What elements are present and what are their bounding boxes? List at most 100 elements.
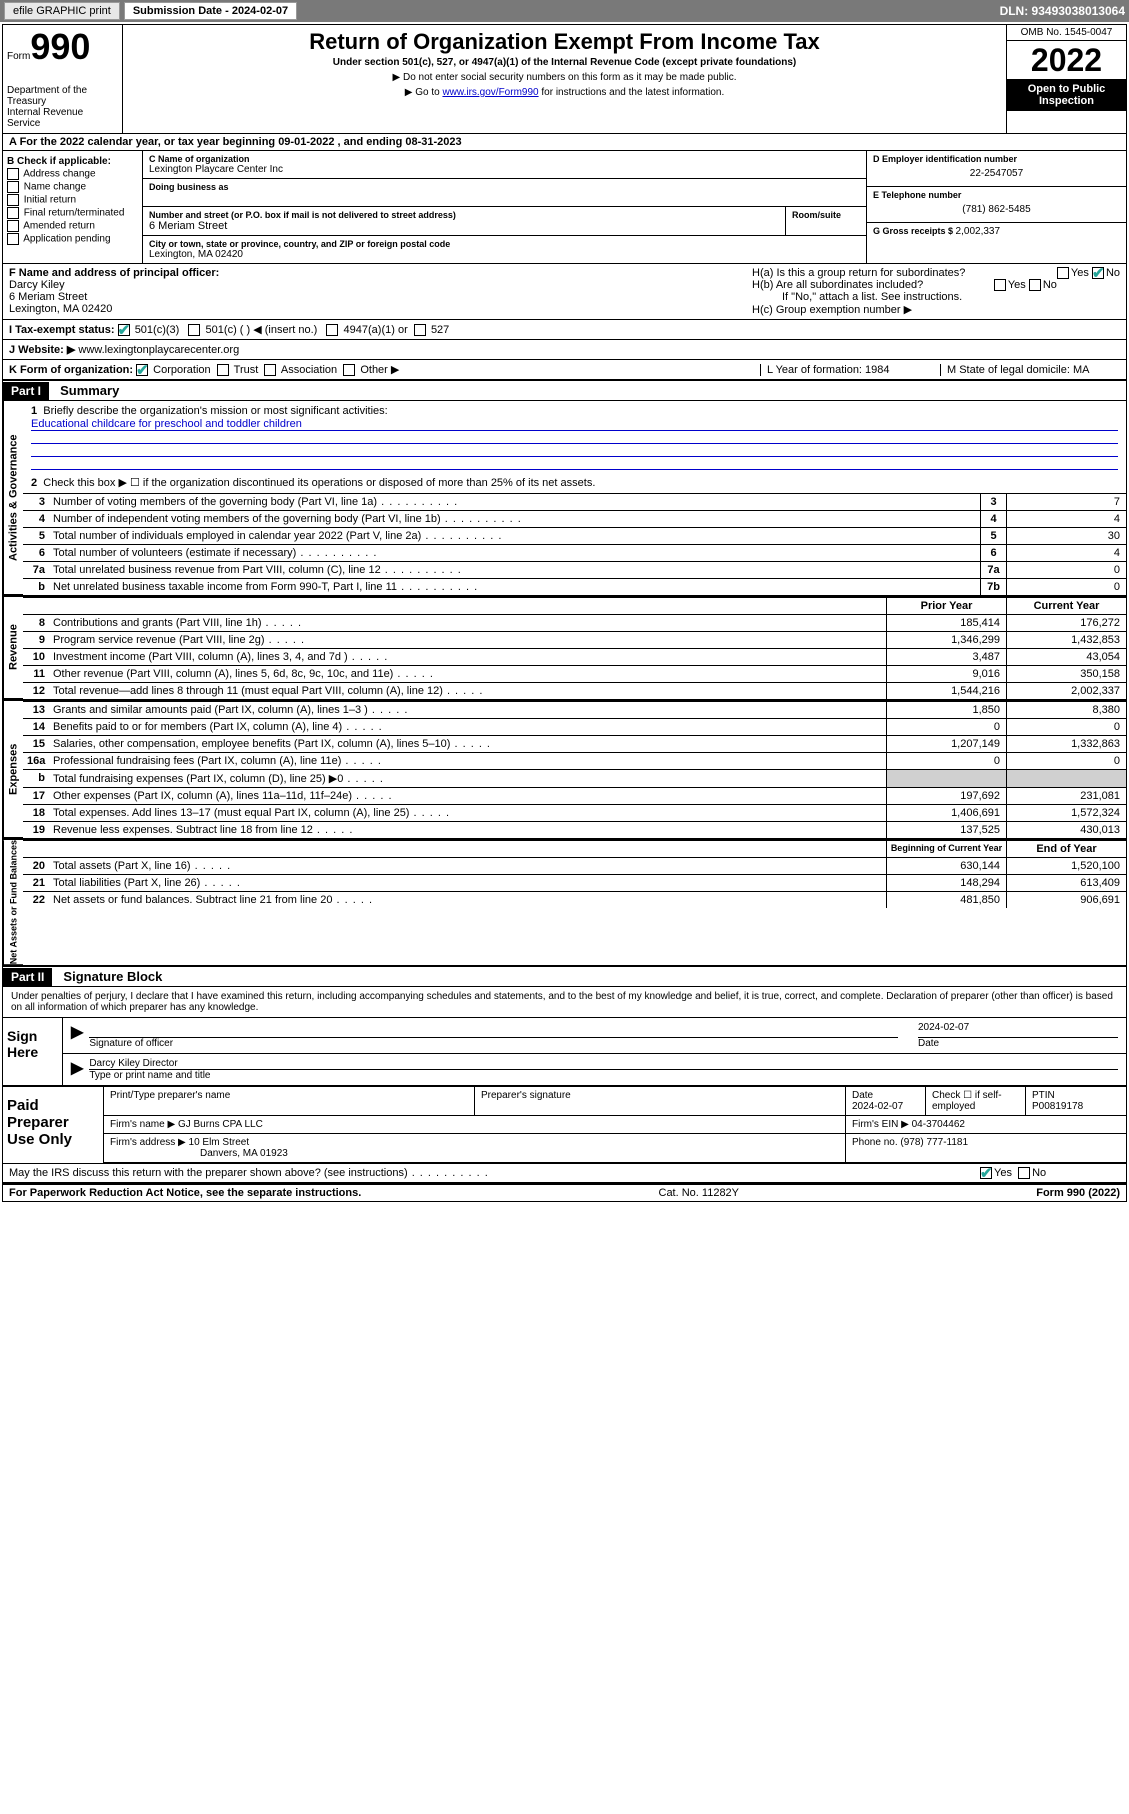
part2-title: Signature Block xyxy=(55,967,170,986)
data-row-20: 20Total assets (Part X, line 16) 630,144… xyxy=(23,857,1126,874)
chk-amended-return[interactable]: Amended return xyxy=(7,220,138,232)
data-row-21: 21Total liabilities (Part X, line 26) 14… xyxy=(23,874,1126,891)
data-row-12: 12Total revenue—add lines 8 through 11 (… xyxy=(23,682,1126,699)
website: www.lexingtonplaycarecenter.org xyxy=(78,344,239,356)
toolbar: efile GRAPHIC print Submission Date - 20… xyxy=(0,0,1129,22)
irs-link[interactable]: www.irs.gov/Form990 xyxy=(442,87,538,98)
chk-501c[interactable] xyxy=(188,324,200,336)
footer-paperwork: For Paperwork Reduction Act Notice, see … xyxy=(9,1187,361,1199)
gov-row-3: 3Number of voting members of the governi… xyxy=(23,493,1126,510)
side-net-assets: Net Assets or Fund Balances xyxy=(3,840,23,965)
section-b: B Check if applicable: Address change Na… xyxy=(3,151,143,263)
gov-row-4: 4Number of independent voting members of… xyxy=(23,510,1126,527)
note-ssn: ▶ Do not enter social security numbers o… xyxy=(131,72,998,83)
chk-4947[interactable] xyxy=(326,324,338,336)
data-row-13: 13Grants and similar amounts paid (Part … xyxy=(23,701,1126,718)
row-k: K Form of organization: Corporation Trus… xyxy=(9,363,760,376)
side-expenses: Expenses xyxy=(3,701,23,838)
mission-text: Educational childcare for preschool and … xyxy=(31,418,1118,431)
section-d: D Employer identification number22-25470… xyxy=(866,151,1126,263)
sign-here-label: Sign Here xyxy=(3,1018,63,1085)
row-a-tax-year: A For the 2022 calendar year, or tax yea… xyxy=(3,134,1126,151)
state-domicile: M State of legal domicile: MA xyxy=(940,364,1120,376)
footer-form: Form 990 (2022) xyxy=(1036,1187,1120,1199)
chk-corporation[interactable] xyxy=(136,364,148,376)
form-title: Return of Organization Exempt From Incom… xyxy=(131,29,998,55)
hdr-current-year: Current Year xyxy=(1006,598,1126,614)
tax-year: 2022 xyxy=(1007,41,1126,79)
paid-preparer-label: Paid Preparer Use Only xyxy=(3,1087,103,1163)
section-h: H(a) Is this a group return for subordin… xyxy=(746,264,1126,319)
data-row-11: 11Other revenue (Part VIII, column (A), … xyxy=(23,665,1126,682)
chk-initial-return[interactable]: Initial return xyxy=(7,194,138,206)
chk-application-pending[interactable]: Application pending xyxy=(7,233,138,245)
chk-name-change[interactable]: Name change xyxy=(7,181,138,193)
chk-association[interactable] xyxy=(264,364,276,376)
data-row-14: 14Benefits paid to or for members (Part … xyxy=(23,718,1126,735)
data-row-b: bTotal fundraising expenses (Part IX, co… xyxy=(23,769,1126,787)
section-f: F Name and address of principal officer:… xyxy=(3,264,746,319)
form-number: 990 xyxy=(30,26,90,67)
city-state-zip: Lexington, MA 02420 xyxy=(149,249,860,260)
data-row-16a: 16aProfessional fundraising fees (Part I… xyxy=(23,752,1126,769)
chk-discuss-no[interactable] xyxy=(1018,1167,1030,1179)
firm-addr1: 10 Elm Street xyxy=(189,1137,250,1148)
chk-501c3[interactable] xyxy=(118,324,130,336)
side-revenue: Revenue xyxy=(3,597,23,699)
firm-phone: (978) 777-1181 xyxy=(900,1137,968,1148)
gov-row-b: bNet unrelated business taxable income f… xyxy=(23,578,1126,595)
hdr-end: End of Year xyxy=(1006,841,1126,857)
note-link: ▶ Go to www.irs.gov/Form990 for instruct… xyxy=(131,87,998,98)
firm-ein: 04-3704462 xyxy=(912,1119,965,1130)
data-row-10: 10Investment income (Part VIII, column (… xyxy=(23,648,1126,665)
ein: 22-2547057 xyxy=(873,164,1120,183)
chk-discuss-yes[interactable] xyxy=(980,1167,992,1179)
org-name: Lexington Playcare Center Inc xyxy=(149,164,860,175)
section-c: C Name of organizationLexington Playcare… xyxy=(143,151,866,263)
firm-addr2: Danvers, MA 01923 xyxy=(200,1148,288,1159)
gov-row-6: 6Total number of volunteers (estimate if… xyxy=(23,544,1126,561)
arrow-icon: ▶ xyxy=(71,1022,83,1049)
chk-final-return[interactable]: Final return/terminated xyxy=(7,207,138,219)
ptin: P00819178 xyxy=(1032,1101,1083,1112)
form-word: Form xyxy=(7,51,30,62)
data-row-22: 22Net assets or fund balances. Subtract … xyxy=(23,891,1126,908)
chk-address-change[interactable]: Address change xyxy=(7,168,138,180)
part1-title: Summary xyxy=(52,381,127,400)
side-governance: Activities & Governance xyxy=(3,401,23,595)
chk-other[interactable] xyxy=(343,364,355,376)
data-row-19: 19Revenue less expenses. Subtract line 1… xyxy=(23,821,1126,838)
data-row-9: 9Program service revenue (Part VIII, lin… xyxy=(23,631,1126,648)
dept-label: Department of the TreasuryInternal Reven… xyxy=(7,85,118,129)
arrow-icon: ▶ xyxy=(71,1058,83,1081)
part2-header: Part II xyxy=(3,968,52,986)
gov-row-7a: 7aTotal unrelated business revenue from … xyxy=(23,561,1126,578)
row-j: J Website: ▶ www.lexingtonplaycarecenter… xyxy=(9,343,1120,356)
gov-row-5: 5Total number of individuals employed in… xyxy=(23,527,1126,544)
form-990: Form990 Department of the TreasuryIntern… xyxy=(2,24,1127,1202)
firm-name: GJ Burns CPA LLC xyxy=(178,1119,263,1130)
efile-print-button[interactable]: efile GRAPHIC print xyxy=(4,2,120,20)
data-row-17: 17Other expenses (Part IX, column (A), l… xyxy=(23,787,1126,804)
public-inspection: Open to Public Inspection xyxy=(1007,79,1126,111)
omb-number: OMB No. 1545-0047 xyxy=(1007,25,1126,41)
form-header: Form990 Department of the TreasuryIntern… xyxy=(3,25,1126,134)
data-row-15: 15Salaries, other compensation, employee… xyxy=(23,735,1126,752)
officer-name: Darcy Kiley xyxy=(9,279,65,291)
data-row-8: 8Contributions and grants (Part VIII, li… xyxy=(23,614,1126,631)
year-formation: L Year of formation: 1984 xyxy=(760,364,940,376)
form-subtitle: Under section 501(c), 527, or 4947(a)(1)… xyxy=(131,57,998,68)
submission-date: Submission Date - 2024-02-07 xyxy=(124,2,297,20)
gross-receipts: 2,002,337 xyxy=(956,226,1001,237)
hdr-prior-year: Prior Year xyxy=(886,598,1006,614)
prep-date: 2024-02-07 xyxy=(852,1101,903,1112)
officer-name-title: Darcy Kiley Director xyxy=(89,1058,1118,1070)
chk-trust[interactable] xyxy=(217,364,229,376)
street-address: 6 Meriam Street xyxy=(149,220,779,232)
phone: (781) 862-5485 xyxy=(873,200,1120,219)
dln-label: DLN: 93493038013064 xyxy=(1000,4,1125,18)
perjury-declaration: Under penalties of perjury, I declare th… xyxy=(3,987,1126,1017)
chk-527[interactable] xyxy=(414,324,426,336)
sign-date: 2024-02-07 xyxy=(918,1022,1118,1038)
footer-catno: Cat. No. 11282Y xyxy=(361,1187,1036,1199)
